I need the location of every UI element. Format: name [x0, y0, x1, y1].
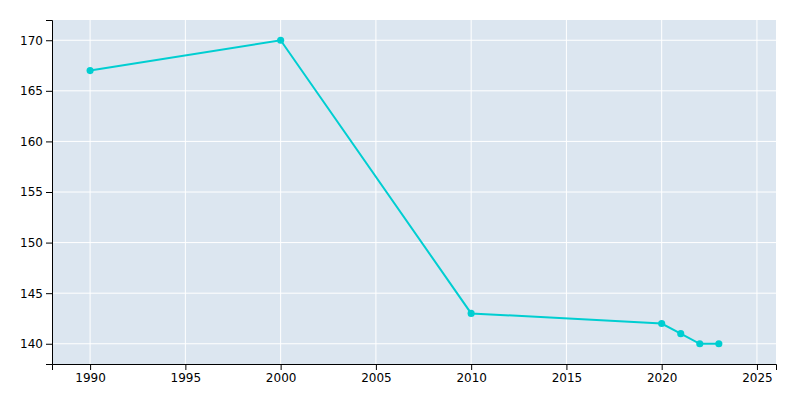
tick-mark [46, 344, 52, 345]
tick: 1995 [171, 364, 202, 385]
grid-line [52, 40, 776, 41]
tick-mark [185, 364, 186, 370]
tick-mark [90, 364, 91, 370]
tick-mark [46, 192, 52, 193]
point [677, 330, 684, 337]
tick: 145 [20, 287, 52, 301]
tick-mark [757, 364, 758, 370]
tick-label: 150 [20, 236, 43, 250]
tick-label: 2010 [456, 371, 487, 385]
tick: 170 [20, 34, 52, 48]
plot-background [52, 20, 776, 364]
tick: 150 [20, 236, 52, 250]
tick-label: 1990 [75, 371, 106, 385]
axis-line [53, 365, 777, 371]
point [715, 340, 722, 347]
grid [52, 20, 776, 364]
tick-mark [471, 364, 472, 370]
tick-mark [46, 40, 52, 41]
y-axis: 140 145 150 155 160 165 170 [20, 21, 52, 365]
tick-label: 2025 [742, 371, 773, 385]
point [277, 37, 284, 44]
tick: 2015 [552, 364, 583, 385]
tick-label: 2020 [647, 371, 678, 385]
tick-mark [46, 91, 52, 92]
grid-line [52, 192, 776, 193]
chart: 1990 1995 2000 2005 2010 2015 2020 2025 140 145 15… [0, 0, 800, 400]
tick-mark [46, 293, 52, 294]
tick: 165 [20, 84, 52, 98]
point [658, 320, 665, 327]
grid-line [52, 90, 776, 91]
point [87, 67, 94, 74]
tick-label: 1995 [171, 371, 202, 385]
grid-line [52, 141, 776, 142]
tick-label: 170 [20, 34, 43, 48]
grid-line [52, 343, 776, 344]
tick-label: 155 [20, 185, 43, 199]
tick-mark [566, 364, 567, 370]
tick: 2020 [647, 364, 678, 385]
plot: 1990 1995 2000 2005 2010 2015 2020 2025 140 145 15… [20, 20, 776, 385]
tick-label: 140 [20, 337, 43, 351]
line [90, 40, 719, 344]
tick: 2005 [361, 364, 392, 385]
tick-mark [662, 364, 663, 370]
tick-label: 145 [20, 287, 43, 301]
tick: 2000 [266, 364, 297, 385]
x-axis: 1990 1995 2000 2005 2010 2015 2020 2025 [53, 364, 777, 385]
tick-mark [46, 141, 52, 142]
tick: 2025 [742, 364, 773, 385]
grid-line [52, 242, 776, 243]
marks [87, 37, 723, 348]
point [696, 340, 703, 347]
tick-label: 2000 [266, 371, 297, 385]
grid-line [52, 293, 776, 294]
tick-mark [376, 364, 377, 370]
tick-label: 2015 [552, 371, 583, 385]
tick-label: 2005 [361, 371, 392, 385]
tick-label: 160 [20, 135, 43, 149]
tick: 160 [20, 135, 52, 149]
axis-line [46, 21, 53, 365]
tick: 1990 [75, 364, 106, 385]
tick: 155 [20, 185, 52, 199]
point [468, 310, 475, 317]
tick-label: 165 [20, 84, 43, 98]
tick-mark [281, 364, 282, 370]
tick: 2010 [456, 364, 487, 385]
tick: 140 [20, 337, 52, 351]
tick-mark [46, 243, 52, 244]
